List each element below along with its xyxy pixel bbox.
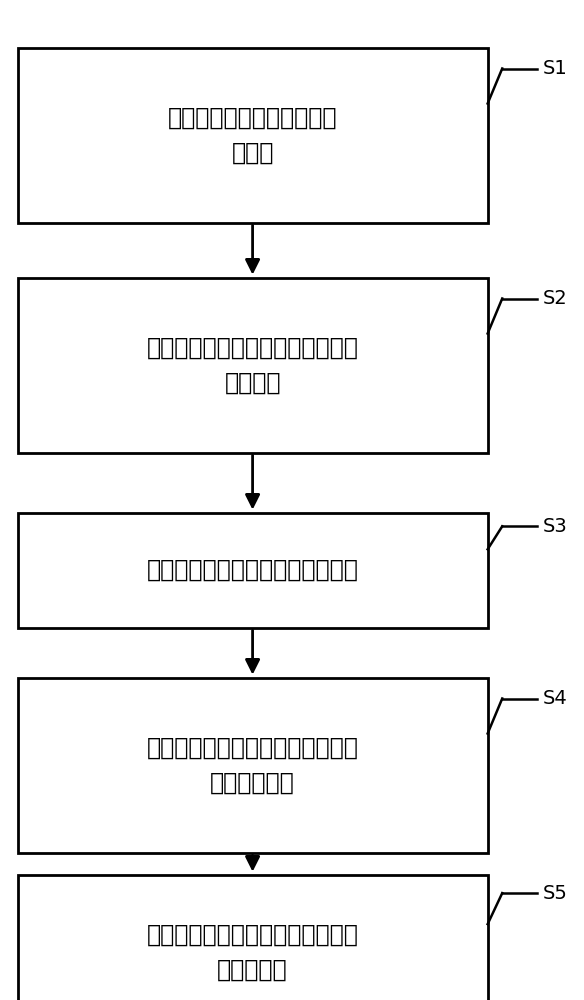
Text: S4: S4	[543, 689, 568, 708]
Text: 对所述特征表达的结果进行预处理: 对所述特征表达的结果进行预处理	[147, 558, 359, 582]
Text: S5: S5	[543, 884, 568, 903]
Bar	[18, 678, 488, 852]
Bar	[18, 277, 488, 452]
Text: S3: S3	[543, 517, 568, 536]
Bar	[18, 874, 488, 1000]
Bar	[18, 512, 488, 628]
Text: S2: S2	[543, 289, 568, 308]
Text: 通过所述目标映射关系表输出搜索
问题的结果: 通过所述目标映射关系表输出搜索 问题的结果	[147, 922, 359, 982]
Text: 基于预处理结果生成搜索资源的目
标映射关系表: 基于预处理结果生成搜索资源的目 标映射关系表	[147, 735, 359, 795]
Bar	[18, 47, 488, 223]
Text: 将外部信息基于预设规则进
行分类: 将外部信息基于预设规则进 行分类	[168, 105, 338, 165]
Text: S1: S1	[543, 59, 568, 78]
Text: 根据分类结果对所述外部信息进行
特征表达: 根据分类结果对所述外部信息进行 特征表达	[147, 335, 359, 395]
